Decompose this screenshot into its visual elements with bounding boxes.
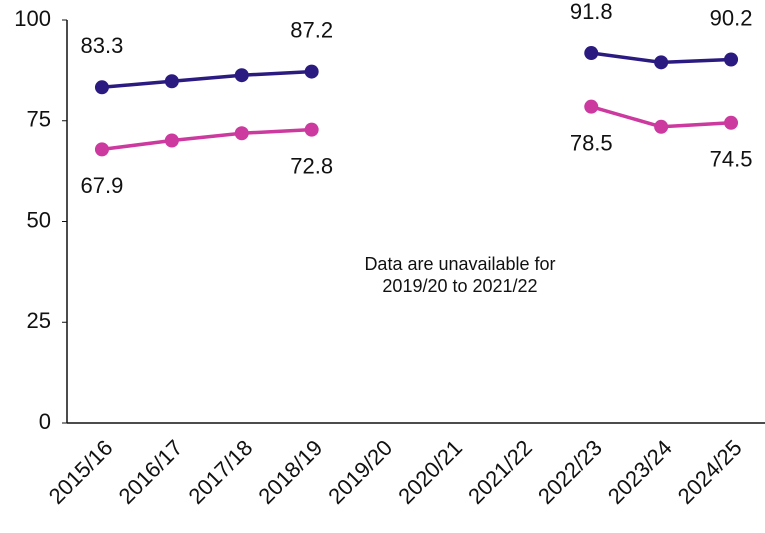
series-line xyxy=(101,69,312,90)
data-label: 91.8 xyxy=(570,0,613,24)
annotation: 2019/20 to 2021/22 xyxy=(382,276,537,296)
y-tick-label: 25 xyxy=(27,308,51,333)
data-label: 87.2 xyxy=(290,17,333,42)
x-tick-label: 2016/17 xyxy=(114,435,188,509)
annotation: Data are unavailable for xyxy=(364,254,555,274)
y-tick-label: 0 xyxy=(39,409,51,434)
data-label: 83.3 xyxy=(81,33,124,58)
data-point xyxy=(654,119,669,134)
x-tick-label: 2024/25 xyxy=(673,435,747,509)
x-tick-label: 2022/23 xyxy=(533,435,607,509)
data-label: 67.9 xyxy=(81,173,124,198)
x-tick-label: 2017/18 xyxy=(183,435,257,509)
data-point xyxy=(304,122,319,137)
data-label: 72.8 xyxy=(290,153,333,178)
series-line xyxy=(101,127,312,152)
data-point xyxy=(654,55,669,70)
x-tick-label: 2021/22 xyxy=(463,435,537,509)
data-point xyxy=(234,126,249,141)
data-label: 90.2 xyxy=(710,5,753,30)
x-tick-label: 2019/20 xyxy=(323,435,397,509)
data-point xyxy=(584,46,599,61)
data-label: 74.5 xyxy=(710,147,753,172)
data-point xyxy=(724,115,739,130)
data-point xyxy=(584,99,599,114)
data-label: 78.5 xyxy=(570,130,613,155)
data-point xyxy=(94,80,109,95)
y-tick-label: 75 xyxy=(27,107,51,132)
x-tick-label: 2023/24 xyxy=(603,435,677,509)
data-point xyxy=(164,133,179,148)
y-tick-label: 100 xyxy=(14,6,51,31)
y-tick-label: 50 xyxy=(27,207,51,232)
x-tick-label: 2015/16 xyxy=(44,435,118,509)
x-tick-label: 2020/21 xyxy=(393,435,467,509)
data-point xyxy=(234,68,249,83)
data-point xyxy=(164,74,179,89)
data-point xyxy=(304,64,319,79)
data-point xyxy=(724,52,739,67)
x-tick-label: 2018/19 xyxy=(253,435,327,509)
data-point xyxy=(94,142,109,157)
